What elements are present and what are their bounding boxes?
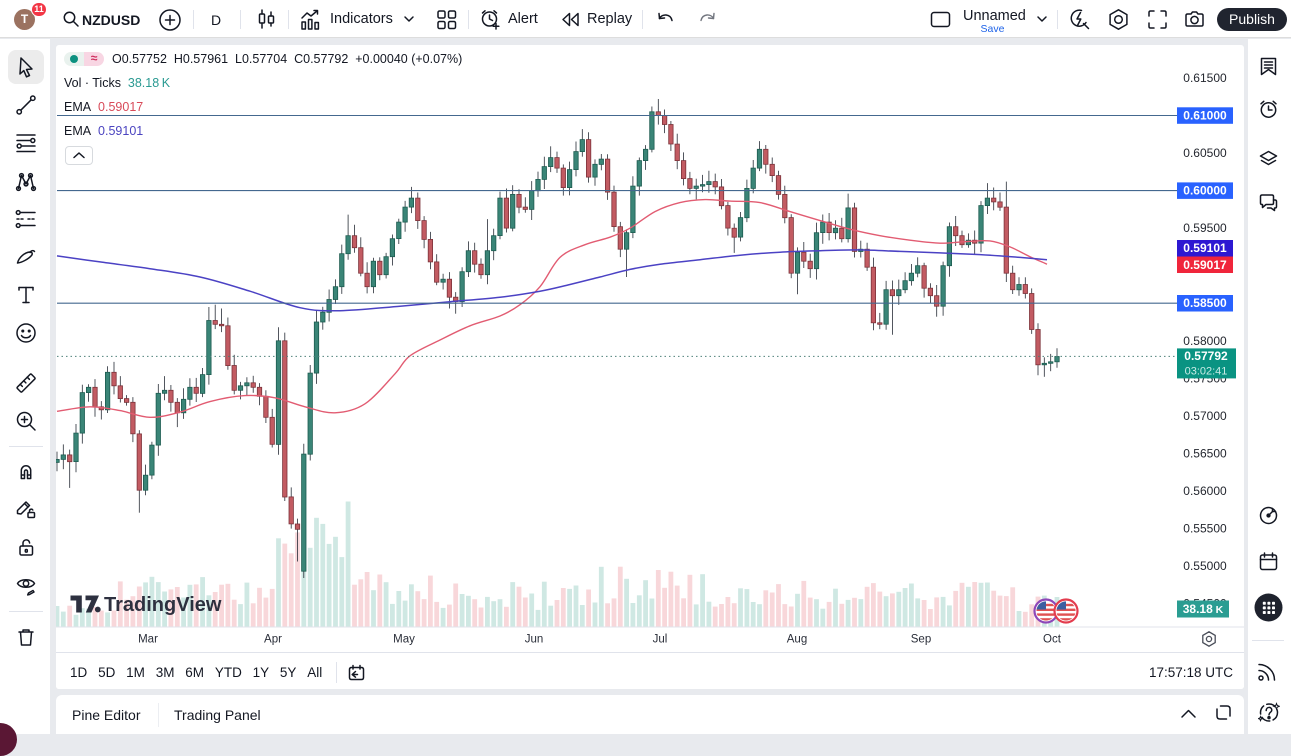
svg-text:03:02:41: 03:02:41: [1185, 365, 1228, 377]
svg-text:0.55500: 0.55500: [1183, 522, 1227, 536]
svg-text:0.60500: 0.60500: [1183, 146, 1227, 160]
svg-text:0.56500: 0.56500: [1183, 446, 1227, 460]
svg-text:Jul: Jul: [653, 634, 668, 646]
svg-text:38.18 K: 38.18 K: [1183, 602, 1224, 616]
svg-text:0.59500: 0.59500: [1183, 221, 1227, 235]
svg-text:TradingView: TradingView: [104, 594, 222, 616]
svg-text:0.60000: 0.60000: [1183, 184, 1227, 198]
svg-text:Jun: Jun: [525, 634, 544, 646]
svg-text:0.59017: 0.59017: [1183, 258, 1227, 272]
svg-text:0.57792: 0.57792: [1184, 349, 1228, 363]
svg-text:0.57000: 0.57000: [1183, 409, 1227, 423]
svg-text:May: May: [393, 634, 415, 646]
svg-text:Mar: Mar: [138, 634, 158, 646]
svg-text:0.59101: 0.59101: [1183, 241, 1227, 255]
svg-text:0.58000: 0.58000: [1183, 334, 1227, 348]
svg-text:Sep: Sep: [911, 634, 931, 646]
svg-text:Apr: Apr: [264, 634, 282, 646]
svg-text:Oct: Oct: [1043, 634, 1062, 646]
svg-text:0.55000: 0.55000: [1183, 559, 1227, 573]
svg-text:Aug: Aug: [787, 634, 807, 646]
svg-text:0.61000: 0.61000: [1183, 109, 1227, 123]
svg-text:0.58500: 0.58500: [1183, 296, 1227, 310]
svg-text:0.56000: 0.56000: [1183, 484, 1227, 498]
svg-text:0.61500: 0.61500: [1183, 71, 1227, 85]
